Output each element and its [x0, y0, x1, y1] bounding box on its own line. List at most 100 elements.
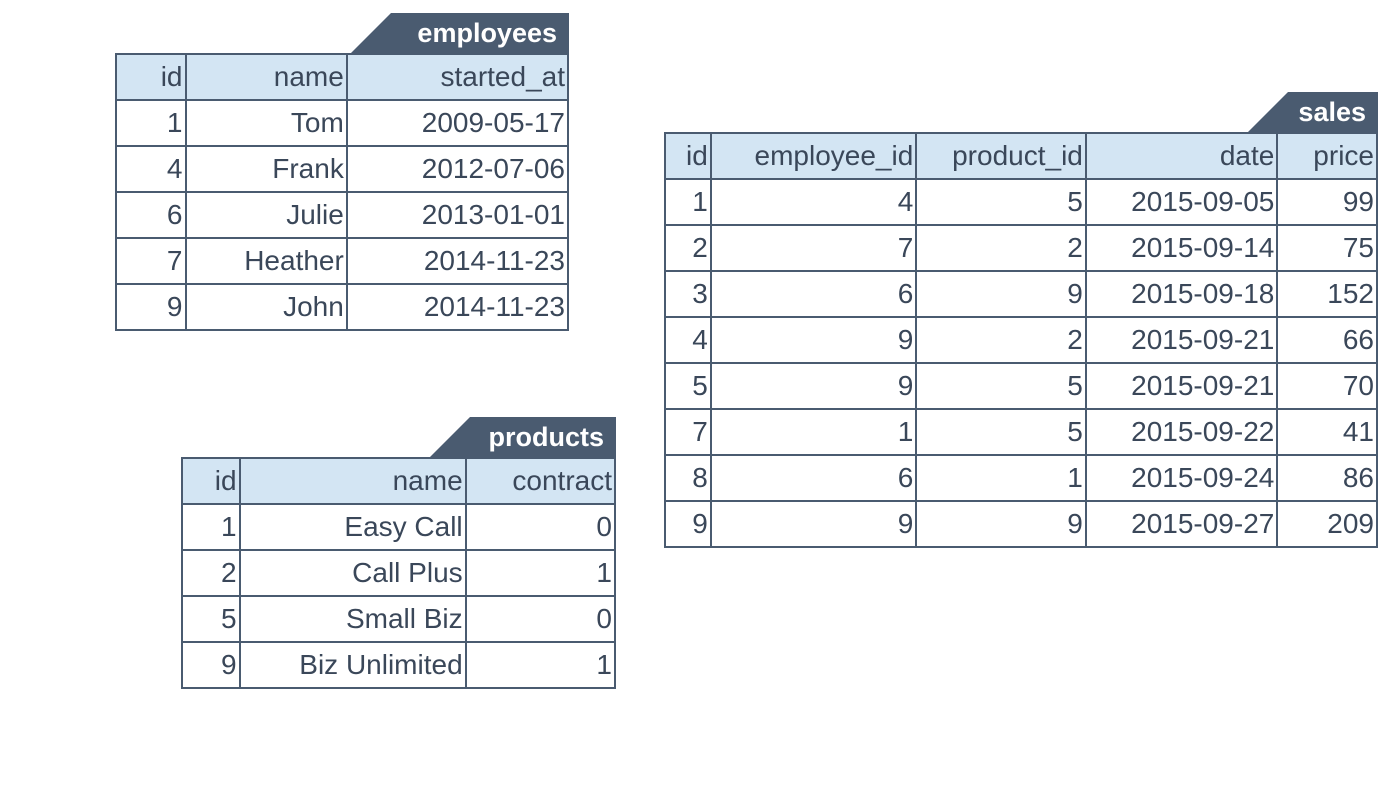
table-row: 7 1 5 2015-09-22 41: [664, 408, 1378, 456]
table-cell: 2009-05-17: [345, 99, 570, 147]
table-cell: 6: [709, 454, 918, 502]
table-cell: 2015-09-24: [1084, 454, 1279, 502]
table-cell: 2: [664, 224, 712, 272]
table-title: products: [430, 417, 616, 457]
table-row: 9 John 2014-11-23: [115, 283, 570, 331]
table-cell: 1: [915, 454, 1087, 502]
column-header: started_at: [345, 53, 570, 101]
table-cell: 66: [1276, 316, 1378, 364]
table-row: 8 6 1 2015-09-24 86: [664, 454, 1378, 502]
table-cell: 1: [464, 641, 617, 689]
table-cell: 6: [709, 270, 918, 318]
table-cell: John: [184, 283, 348, 331]
column-header: product_id: [915, 132, 1087, 180]
column-header: id: [115, 53, 187, 101]
table-cell: 9: [709, 362, 918, 410]
table-row: 1 Easy Call 0: [181, 503, 617, 551]
table-row: 9 9 9 2015-09-27 209: [664, 500, 1378, 548]
data-table: id name started_at 1 Tom 2009-05-17 4 Frank 2012…: [115, 53, 570, 331]
table-cell: Small Biz: [238, 595, 467, 643]
table-cell: 1: [115, 99, 187, 147]
table-row: 6 Julie 2013-01-01: [115, 191, 570, 239]
table-cell: 8: [664, 454, 712, 502]
table-cell: 2015-09-14: [1084, 224, 1279, 272]
column-header: id: [664, 132, 712, 180]
table-row: 1 Tom 2009-05-17: [115, 99, 570, 147]
table-cell: 2: [915, 224, 1087, 272]
table-cell: 99: [1276, 178, 1378, 226]
table-title: sales: [1248, 92, 1378, 132]
table-cell: 6: [115, 191, 187, 239]
table-cell: 1: [709, 408, 918, 456]
table-cell: 5: [181, 595, 241, 643]
table-cell: 1: [181, 503, 241, 551]
table-cell: 2015-09-18: [1084, 270, 1279, 318]
table-row: 4 9 2 2015-09-21 66: [664, 316, 1378, 364]
table-row: 5 Small Biz 0: [181, 595, 617, 643]
table-cell: 2: [181, 549, 241, 597]
table-cell: 41: [1276, 408, 1378, 456]
table-row: 3 6 9 2015-09-18 152: [664, 270, 1378, 318]
column-header: employee_id: [709, 132, 918, 180]
table-cell: 9: [915, 270, 1087, 318]
table-cell: Frank: [184, 145, 348, 193]
table-cell: 3: [664, 270, 712, 318]
table-cell: Heather: [184, 237, 348, 285]
table-cell: 2015-09-05: [1084, 178, 1279, 226]
table-cell: Julie: [184, 191, 348, 239]
table-cell: 9: [115, 283, 187, 331]
table-cell: 2: [915, 316, 1087, 364]
table-row: 9 Biz Unlimited 1: [181, 641, 617, 689]
table-cell: 9: [915, 500, 1087, 548]
table-row: 5 9 5 2015-09-21 70: [664, 362, 1378, 410]
column-header: name: [238, 457, 467, 505]
column-header: price: [1276, 132, 1378, 180]
table-cell: 4: [709, 178, 918, 226]
table-cell: 2014-11-23: [345, 283, 570, 331]
table-cell: 7: [709, 224, 918, 272]
table-cell: 4: [115, 145, 187, 193]
table-cell: Tom: [184, 99, 348, 147]
table-cell: 152: [1276, 270, 1378, 318]
table-cell: 2012-07-06: [345, 145, 570, 193]
table-cell: 7: [115, 237, 187, 285]
table-cell: Easy Call: [238, 503, 467, 551]
table-row: 4 Frank 2012-07-06: [115, 145, 570, 193]
table-cell: 2015-09-27: [1084, 500, 1279, 548]
table-cell: 5: [664, 362, 712, 410]
column-header: contract: [464, 457, 617, 505]
table-row: 2 7 2 2015-09-14 75: [664, 224, 1378, 272]
table-cell: Call Plus: [238, 549, 467, 597]
header-row: id name contract: [181, 457, 617, 505]
table-cell: 2015-09-21: [1084, 362, 1279, 410]
table-row: 7 Heather 2014-11-23: [115, 237, 570, 285]
table-cell: 209: [1276, 500, 1378, 548]
table-cell: 4: [664, 316, 712, 364]
header-row: id name started_at: [115, 53, 570, 101]
table-cell: 2014-11-23: [345, 237, 570, 285]
column-header: name: [184, 53, 348, 101]
table-row: 2 Call Plus 1: [181, 549, 617, 597]
table-cell: 1: [464, 549, 617, 597]
table-cell: Biz Unlimited: [238, 641, 467, 689]
table-cell: 2015-09-21: [1084, 316, 1279, 364]
column-header: date: [1084, 132, 1279, 180]
table-cell: 75: [1276, 224, 1378, 272]
header-row: id employee_id product_id date price: [664, 132, 1378, 180]
table-cell: 7: [664, 408, 712, 456]
table-cell: 9: [181, 641, 241, 689]
column-header: id: [181, 457, 241, 505]
table-cell: 5: [915, 408, 1087, 456]
table-cell: 2013-01-01: [345, 191, 570, 239]
data-table: id name contract 1 Easy Call 0 2 Call Plus 1 5 Sma…: [181, 457, 617, 689]
table-cell: 86: [1276, 454, 1378, 502]
table-cell: 2015-09-22: [1084, 408, 1279, 456]
table-cell: 1: [664, 178, 712, 226]
table-cell: 9: [709, 316, 918, 364]
table-title: employees: [351, 13, 569, 53]
table-cell: 9: [709, 500, 918, 548]
table-cell: 0: [464, 595, 617, 643]
table-row: 1 4 5 2015-09-05 99: [664, 178, 1378, 226]
table-cell: 5: [915, 178, 1087, 226]
